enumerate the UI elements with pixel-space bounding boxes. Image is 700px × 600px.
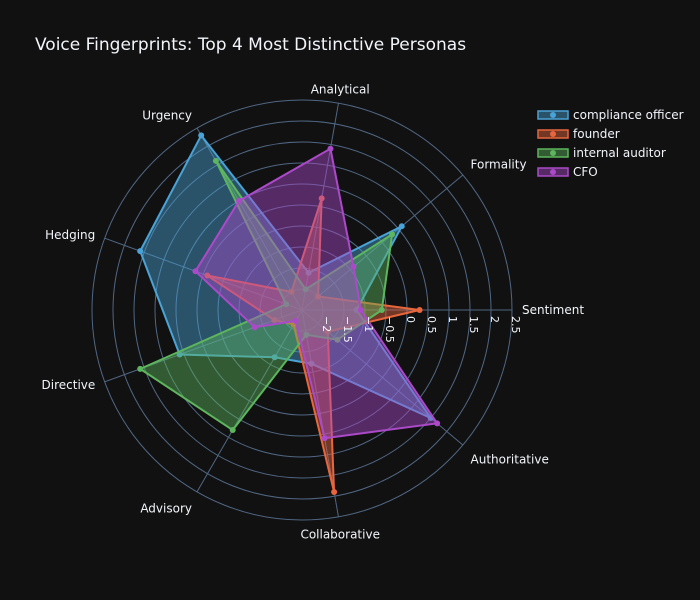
series-founder: [204, 195, 423, 495]
data-point: [302, 286, 309, 293]
radial-tick-label: −0.5: [383, 316, 396, 343]
data-point: [292, 317, 299, 324]
series-internal-auditor: [137, 157, 396, 434]
radial-tick-label: 1: [446, 316, 459, 323]
data-point: [315, 293, 322, 300]
legend-marker: [550, 131, 556, 137]
data-point: [305, 269, 312, 276]
radial-tick-label: −1.5: [341, 316, 354, 343]
axis-spoke: [301, 174, 464, 311]
data-point: [353, 307, 360, 313]
data-point: [198, 132, 205, 139]
legend-label: CFO: [573, 165, 598, 179]
series-layer: [137, 132, 441, 495]
data-point: [192, 268, 199, 275]
data-point: [137, 365, 144, 372]
series-area: [194, 147, 439, 440]
data-point: [334, 336, 341, 343]
axis-label: Advisory: [140, 502, 192, 516]
legend-marker: [550, 169, 556, 175]
data-point: [236, 197, 242, 204]
data-point: [271, 317, 278, 324]
axis-label: Sentiment: [522, 303, 584, 317]
axis-label: Hedging: [45, 228, 95, 242]
data-point: [288, 288, 295, 295]
legend: compliance officer founder internal audito…: [537, 108, 684, 179]
data-point: [357, 307, 364, 313]
data-point: [204, 272, 211, 279]
data-point: [434, 420, 441, 427]
legend-label: founder: [573, 127, 620, 141]
series-area: [206, 198, 420, 493]
series-area: [139, 133, 434, 421]
legend-item[interactable]: internal auditor: [537, 146, 666, 160]
data-point: [229, 427, 236, 434]
axis-label: Authoritative: [471, 452, 549, 466]
radial-tick-labels: −2 −1.5 −1 −0.5 0 0.5 1 1.5 2 2.5: [320, 316, 522, 343]
chart-title: Voice Fingerprints: Top 4 Most Distincti…: [35, 35, 466, 55]
data-point: [331, 488, 338, 495]
data-point: [212, 157, 219, 164]
axis-spoke: [196, 309, 303, 493]
axis-label: Directive: [42, 378, 96, 392]
data-point: [324, 328, 331, 335]
series-area: [138, 160, 394, 432]
axis-label: Collaborative: [300, 528, 380, 542]
legend-item[interactable]: founder: [537, 127, 620, 141]
data-point: [398, 223, 405, 230]
data-point: [303, 331, 310, 338]
axis-label: Formality: [471, 158, 527, 172]
data-point: [137, 248, 144, 255]
data-point: [318, 195, 325, 202]
radial-tick-label: 0: [404, 316, 417, 323]
axis-labels: Sentiment Formality Analytical Urgency Hedgi…: [42, 82, 585, 541]
series-cfo: [192, 145, 441, 442]
legend-label: compliance officer: [573, 108, 684, 122]
radial-tick-label: 0.5: [425, 316, 438, 334]
axis-label: Analytical: [311, 82, 370, 96]
data-point: [350, 263, 357, 270]
legend-item[interactable]: CFO: [537, 165, 598, 179]
data-point: [308, 360, 315, 367]
radar-grid: [91, 99, 513, 521]
legend-marker: [550, 112, 556, 118]
radial-tick-label: 1.5: [467, 316, 480, 334]
data-point: [321, 435, 328, 442]
data-point: [378, 307, 385, 313]
axis-label: Urgency: [142, 108, 192, 122]
data-point: [389, 231, 396, 238]
data-point: [271, 354, 278, 361]
legend-item[interactable]: compliance officer: [537, 108, 684, 122]
radial-tick-label: −2: [320, 316, 333, 332]
data-point: [283, 301, 290, 308]
data-point: [327, 145, 334, 152]
radial-tick-label: 2.5: [509, 316, 522, 334]
legend-label: internal auditor: [573, 146, 666, 160]
radial-tick-label: 2: [488, 316, 501, 323]
legend-marker: [550, 150, 556, 156]
radial-tick-label: −1: [362, 316, 375, 332]
data-point: [251, 324, 258, 331]
data-point: [416, 307, 423, 313]
